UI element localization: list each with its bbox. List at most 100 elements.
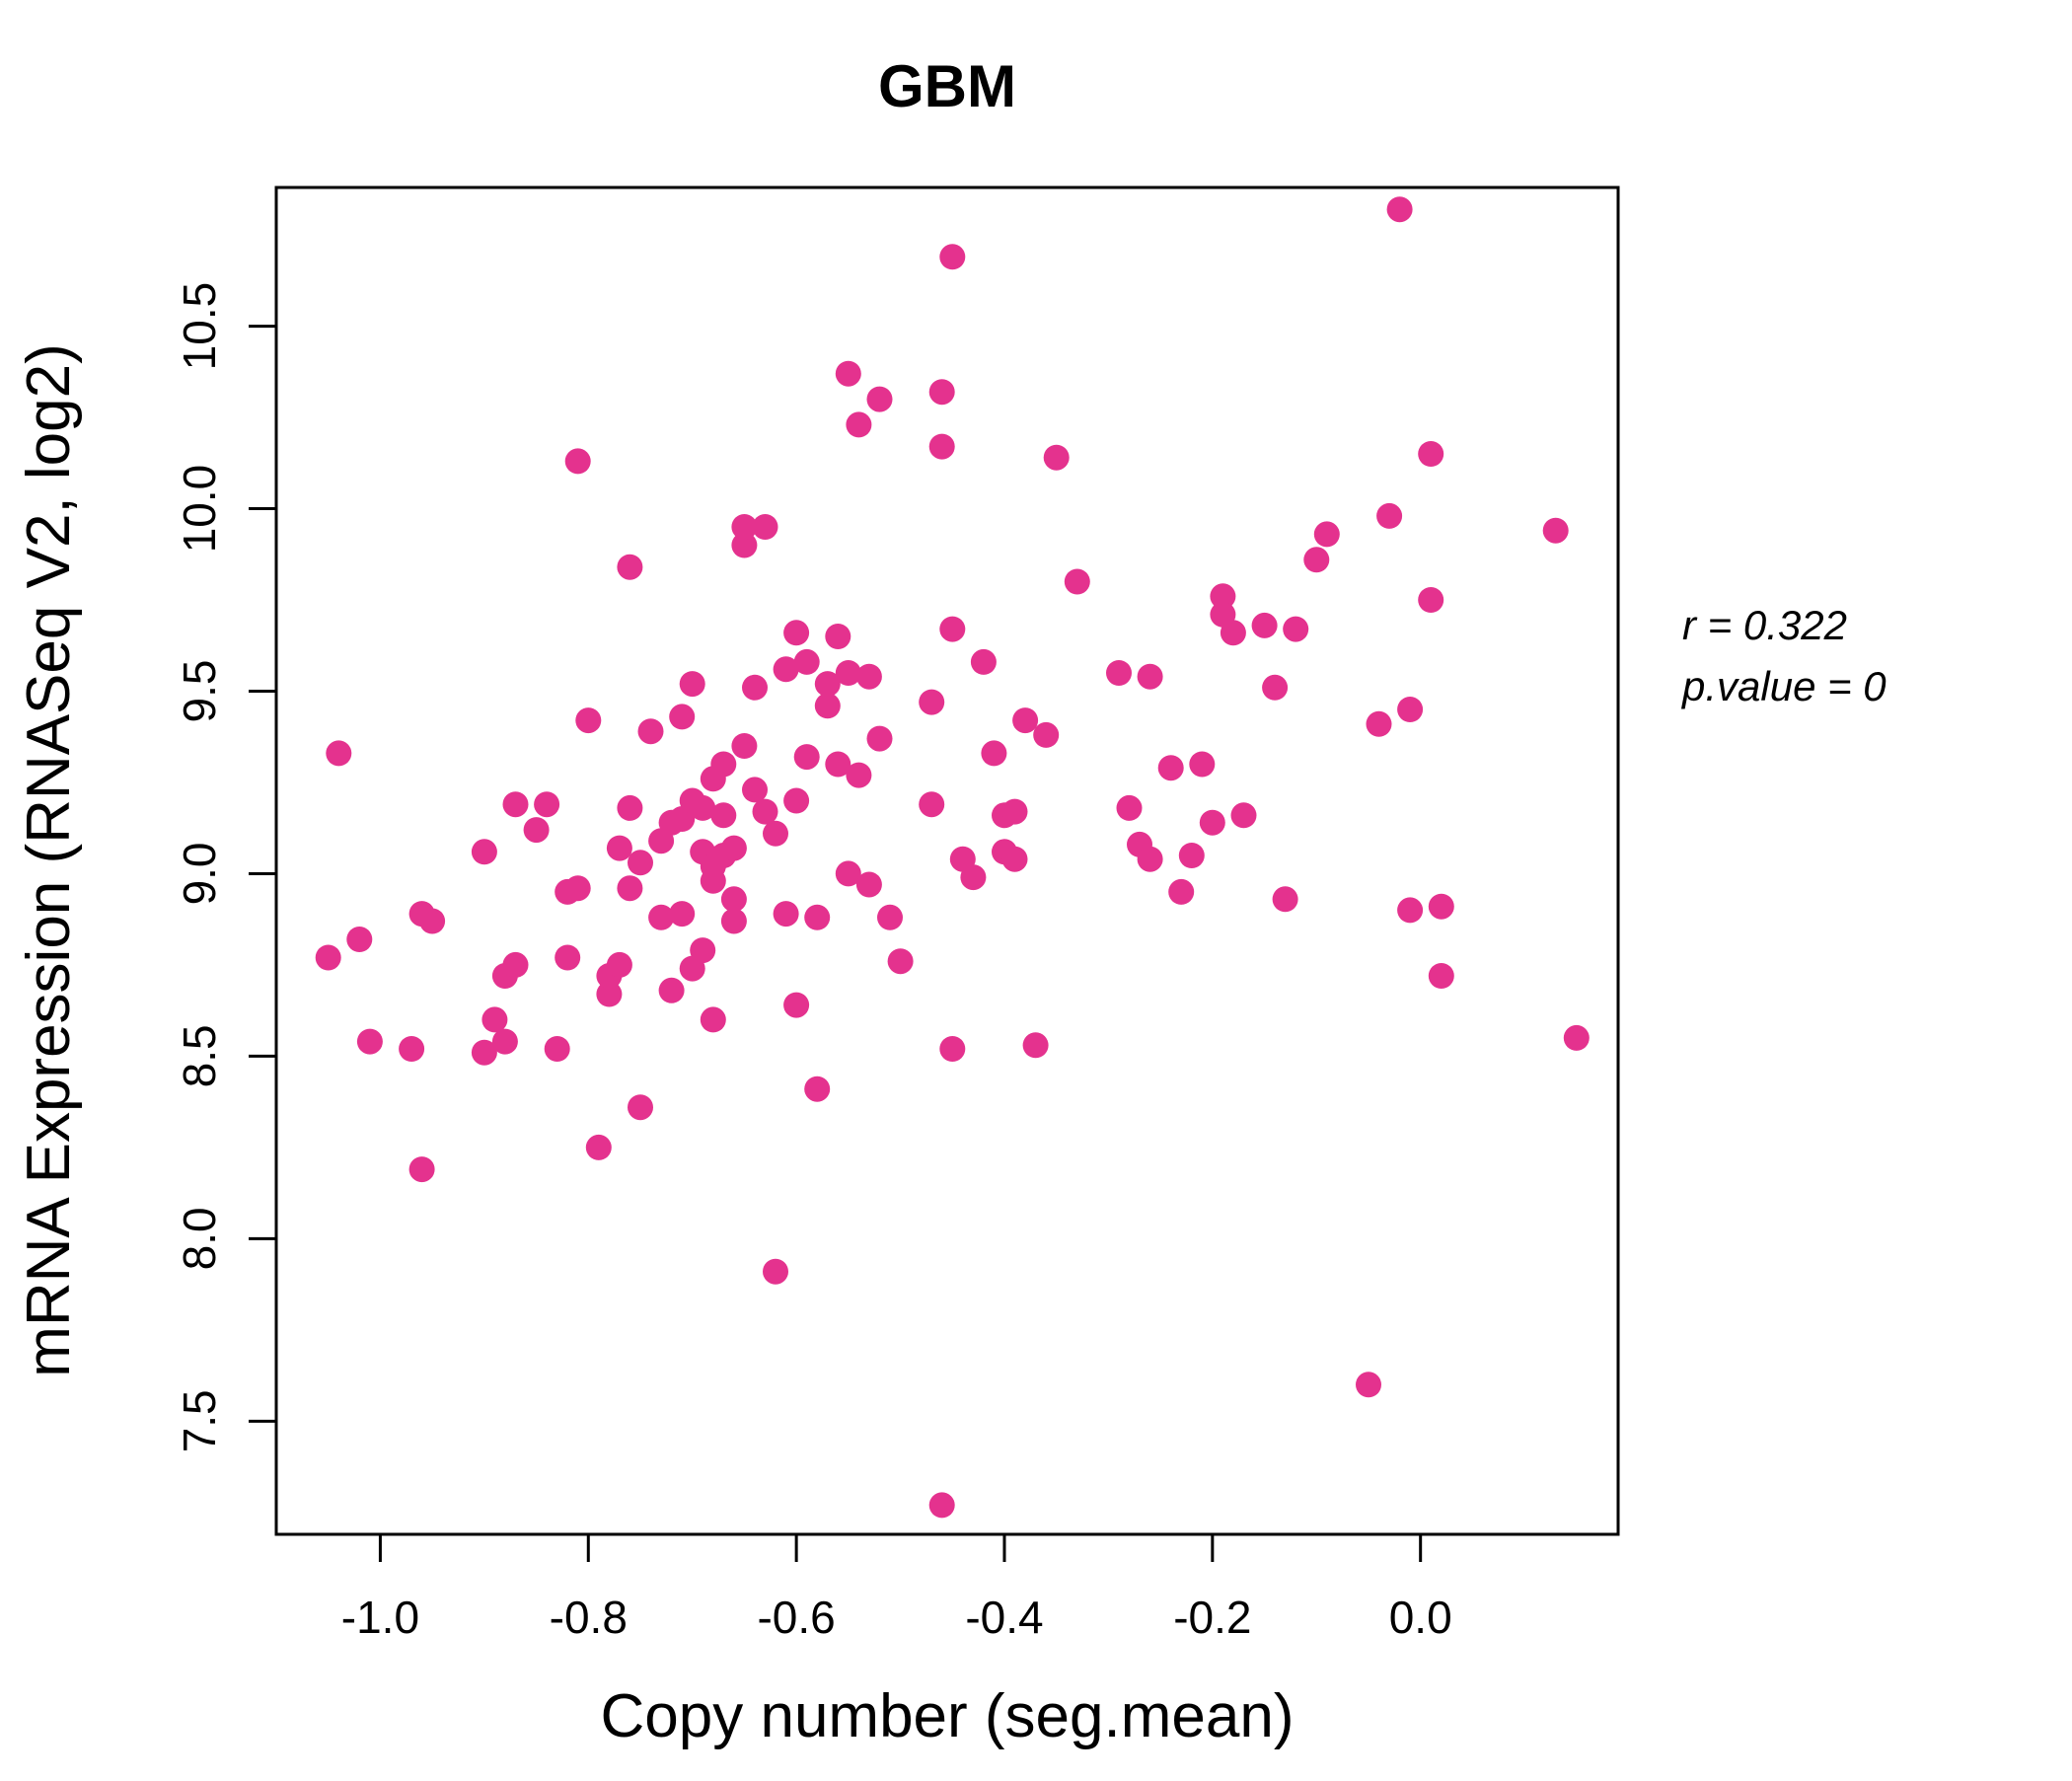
data-point — [835, 860, 861, 887]
data-point — [491, 1028, 518, 1055]
y-axis-tick-label: 7.5 — [174, 1389, 225, 1452]
data-point — [804, 904, 831, 930]
data-point — [1137, 663, 1163, 690]
data-point — [1230, 802, 1257, 829]
data-point — [628, 850, 653, 876]
data-point — [1116, 794, 1143, 821]
data-point — [928, 379, 955, 406]
y-axis-tick-label: 10.0 — [174, 465, 225, 554]
y-axis-tick-label: 8.0 — [174, 1207, 225, 1270]
data-point — [814, 693, 841, 719]
data-point — [1199, 809, 1225, 836]
data-point — [606, 951, 632, 978]
data-point — [928, 433, 955, 460]
data-point — [658, 977, 685, 1003]
data-point — [648, 904, 675, 930]
data-point — [1022, 1032, 1049, 1059]
data-point — [763, 1258, 788, 1285]
data-point — [502, 791, 529, 818]
data-point — [700, 867, 726, 894]
data-point — [855, 663, 882, 690]
data-point — [1064, 568, 1090, 595]
data-point — [1386, 196, 1413, 223]
data-point — [1189, 751, 1216, 778]
data-point — [866, 386, 893, 412]
data-point — [752, 798, 778, 825]
data-point — [846, 762, 872, 788]
data-point — [700, 1006, 726, 1033]
data-point — [804, 1076, 831, 1102]
data-point — [346, 927, 373, 952]
data-point — [1418, 441, 1444, 467]
data-point — [1012, 707, 1039, 734]
y-axis-tick-label: 8.5 — [174, 1024, 225, 1087]
data-point — [939, 616, 966, 642]
data-point — [1366, 710, 1392, 737]
data-point — [1137, 846, 1163, 872]
data-point — [1106, 660, 1132, 686]
data-point — [690, 794, 716, 821]
data-point — [555, 944, 581, 971]
data-point — [720, 835, 747, 861]
y-axis-label: mRNA Expression (RNASeq V2, log2) — [15, 343, 83, 1377]
data-point — [606, 835, 632, 861]
plot-border-box — [274, 186, 1620, 1536]
data-point — [471, 839, 497, 865]
data-point — [617, 875, 643, 902]
data-point — [919, 689, 945, 715]
data-point — [596, 981, 623, 1007]
chart-title: GBM — [878, 53, 1016, 119]
data-point — [481, 1006, 508, 1033]
data-point — [731, 733, 758, 759]
data-point — [855, 871, 882, 898]
x-axis-ticks-group: -1.0 -0.8 -0.6 -0.4 -0.2 0.0 — [341, 1534, 1452, 1643]
data-point — [877, 904, 903, 930]
data-point — [575, 707, 602, 734]
correlation-r-annotation: r = 0.322 — [1682, 602, 1847, 648]
data-point — [1313, 521, 1340, 548]
data-point — [939, 1036, 966, 1062]
data-point — [1220, 620, 1246, 646]
data-point — [1428, 893, 1454, 920]
data-point — [1397, 697, 1424, 722]
data-point — [710, 751, 737, 778]
data-point — [1001, 846, 1028, 872]
data-point — [720, 886, 747, 913]
data-point — [1283, 616, 1309, 642]
data-point — [1251, 612, 1278, 638]
x-axis-tick-label: -0.8 — [550, 1592, 628, 1643]
data-point — [617, 554, 643, 580]
data-point — [1168, 878, 1195, 905]
data-point — [502, 951, 529, 978]
data-point — [710, 802, 737, 829]
data-point — [356, 1028, 383, 1055]
data-point — [783, 787, 810, 814]
x-axis-tick-label: -0.4 — [965, 1592, 1043, 1643]
data-point — [617, 794, 643, 821]
data-point — [408, 1156, 435, 1183]
data-point — [1210, 583, 1236, 610]
data-point — [731, 532, 758, 558]
data-point — [1563, 1024, 1590, 1051]
data-point — [1376, 502, 1403, 529]
x-axis-tick-label: 0.0 — [1389, 1592, 1452, 1643]
correlation-pvalue-annotation: p.value = 0 — [1680, 663, 1887, 709]
data-point — [419, 908, 446, 934]
data-point — [742, 777, 768, 803]
data-point — [773, 656, 799, 683]
data-point — [544, 1036, 570, 1062]
data-point — [564, 875, 591, 902]
data-point — [1033, 721, 1060, 748]
data-point — [669, 704, 696, 730]
data-point — [742, 674, 768, 701]
data-point — [628, 1094, 653, 1121]
data-point — [1178, 843, 1205, 868]
y-axis-ticks-group: 7.5 8.0 8.5 9.0 9.5 10.0 10.5 — [174, 282, 276, 1452]
data-point — [783, 620, 810, 646]
data-point — [825, 624, 851, 649]
data-point — [939, 244, 966, 270]
data-point — [1397, 897, 1424, 924]
data-point — [1542, 517, 1569, 544]
data-point — [928, 1492, 955, 1519]
